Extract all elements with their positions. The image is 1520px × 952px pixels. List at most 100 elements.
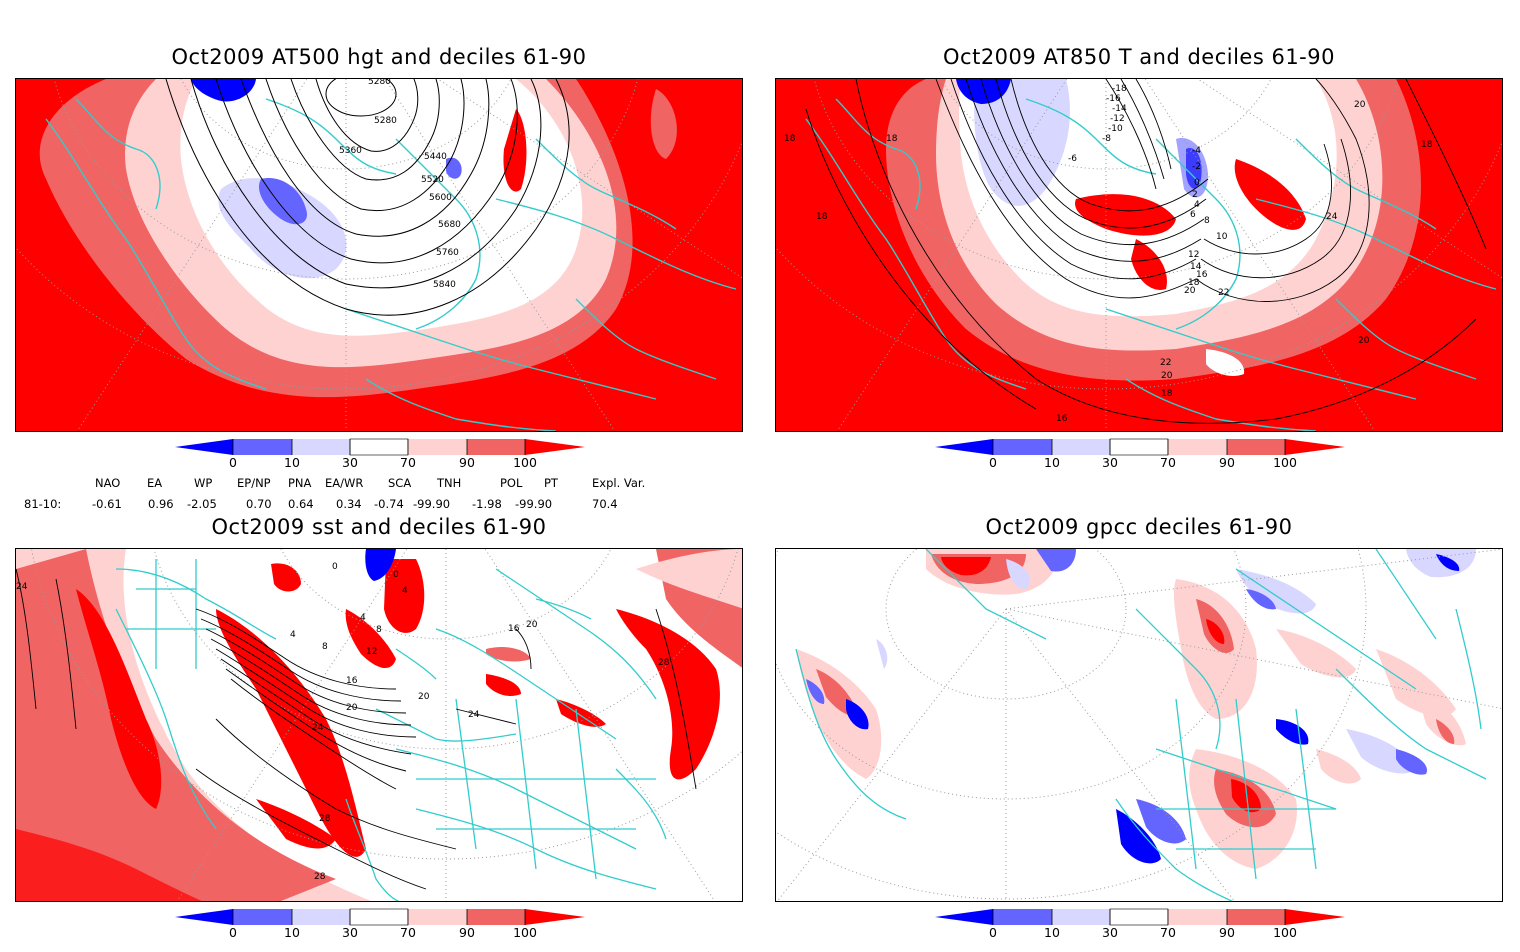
panel-title-gpcc: Oct2009 gpcc deciles 61-90 [985, 515, 1293, 539]
map-sst: 0 4 4 8 8 12 16 20 24 28 28 24 20 24 16 … [15, 548, 743, 902]
index-value-sca: -0.74 [374, 497, 404, 511]
index-header-wp: WP [194, 476, 213, 490]
contour-label: 22 [1218, 288, 1229, 298]
colorbar-label: 10 [284, 925, 300, 940]
colorbar-panel4: 0 10 30 70 90 100 [935, 908, 1345, 952]
contour-label: 22 [1160, 358, 1171, 368]
colorbar-label: 0 [989, 455, 997, 470]
index-value-nao: -0.61 [92, 497, 122, 511]
contour-label: 5280 [374, 116, 397, 126]
contour-label: 28 [314, 872, 326, 882]
index-value-ea: 0.96 [148, 497, 174, 511]
index-value-pol: -1.98 [472, 497, 502, 511]
contour-label: 5680 [438, 220, 461, 230]
colorbar-segment-70 [349, 438, 409, 456]
index-value-explvar: 70.4 [592, 497, 618, 511]
map-t850: -18 -16 -14 -12 -10 -8 -6 -4 -2 0 2 4 6 … [775, 78, 1503, 432]
contour-label: 5280 [368, 79, 391, 87]
contour-label: 20 [1161, 371, 1173, 381]
contour-label: 5360 [339, 146, 362, 156]
contour-label: 8 [322, 642, 328, 652]
contour-label: 16 [1056, 414, 1068, 424]
colorbar-segment-100 [467, 439, 525, 455]
index-header-sca: SCA [388, 476, 412, 490]
contour-label: -14 [1112, 104, 1127, 114]
colorbar-label: 30 [1102, 455, 1118, 470]
colorbar-segment-10 [233, 439, 292, 455]
colorbar-label: 90 [1219, 455, 1235, 470]
colorbar-label: 0 [989, 925, 997, 940]
colorbar-label: 100 [1273, 925, 1297, 940]
index-value-pt: -99.90 [515, 497, 553, 511]
colorbar-panel1: 0 10 30 70 90 100 [175, 438, 585, 482]
colorbar-label: 90 [459, 925, 475, 940]
index-value-wp: -2.05 [187, 497, 217, 511]
contour-label: -8 [1102, 134, 1111, 144]
contour-label: 20 [526, 620, 538, 630]
contour-label: 10 [1216, 232, 1228, 242]
contour-label: 16 [508, 624, 520, 634]
contour-label: 0 [393, 570, 399, 580]
contour-label: 20 [1358, 336, 1370, 346]
colorbar-label: 10 [1044, 925, 1060, 940]
colorbar-label: 30 [342, 925, 358, 940]
colorbar-panel2: 0 10 30 70 90 100 [935, 438, 1345, 482]
index-value-epnp: 0.70 [246, 497, 272, 511]
panel-title-hgt500: Oct2009 AT500 hgt and deciles 61-90 [171, 45, 587, 69]
colorbar-label: 0 [229, 455, 237, 470]
contour-label: 5840 [433, 280, 456, 290]
colorbar-label: 100 [1273, 455, 1297, 470]
contour-label: 18 [1421, 140, 1433, 150]
colorbar-segment-max [525, 439, 585, 455]
contour-label: 0 [1194, 178, 1200, 188]
contour-label: 2 [1192, 190, 1198, 200]
colorbar-label: 30 [1102, 925, 1118, 940]
contour-label: 18 [1188, 278, 1200, 288]
map-gpcc [775, 548, 1503, 902]
colorbar-label: 0 [229, 925, 237, 940]
contour-label: 4 [290, 630, 296, 640]
contour-label: 6 [1190, 210, 1196, 220]
contour-label: 12 [366, 647, 377, 657]
contour-label: 5600 [429, 193, 452, 203]
colorbar-label: 100 [513, 455, 537, 470]
index-header-tnh: TNH [437, 476, 462, 490]
index-header-pol: POL [500, 476, 523, 490]
contour-label: 14 [1190, 262, 1202, 272]
contour-label: 18 [1161, 389, 1173, 399]
contour-label: 8 [1204, 216, 1210, 226]
contour-label: 18 [886, 134, 898, 144]
colorbar-label: 100 [513, 925, 537, 940]
contour-label: 0 [332, 562, 338, 572]
contour-label: 24 [1326, 212, 1338, 222]
colorbar-label: 10 [284, 455, 300, 470]
index-header-nao: NAO [95, 476, 121, 490]
colorbar-panel3: 0 10 30 70 90 100 [175, 908, 585, 952]
colorbar-label: 30 [342, 455, 358, 470]
contour-label: -10 [1108, 124, 1123, 134]
index-header-pt: PT [544, 476, 558, 490]
contour-label: 12 [1188, 250, 1199, 260]
contour-label: 4 [360, 613, 366, 623]
contour-label: 16 [346, 676, 358, 686]
index-header-ea: EA [147, 476, 163, 490]
contour-label: 5440 [424, 152, 447, 162]
index-header-eawr: EA/WR [325, 476, 364, 490]
index-row-label: 81-10: [24, 497, 62, 511]
contour-label: 20 [346, 703, 358, 713]
colorbar-label: 90 [459, 455, 475, 470]
contour-label: -6 [1068, 154, 1077, 164]
contour-label: 20 [418, 692, 430, 702]
contour-label: 20 [1184, 286, 1196, 296]
contour-label: 16 [1196, 270, 1208, 280]
colorbar-label: 70 [1160, 455, 1176, 470]
colorbar-segment-0 [175, 439, 233, 455]
contour-label: 24 [16, 582, 28, 592]
colorbar-label: 70 [1160, 925, 1176, 940]
contour-label: -16 [1106, 94, 1121, 104]
panel-title-sst: Oct2009 sst and deciles 61-90 [211, 515, 547, 539]
contour-label: 18 [784, 134, 796, 144]
contour-label: 24 [468, 710, 480, 720]
contour-label: 5760 [436, 248, 459, 258]
index-value-pna: 0.64 [288, 497, 314, 511]
